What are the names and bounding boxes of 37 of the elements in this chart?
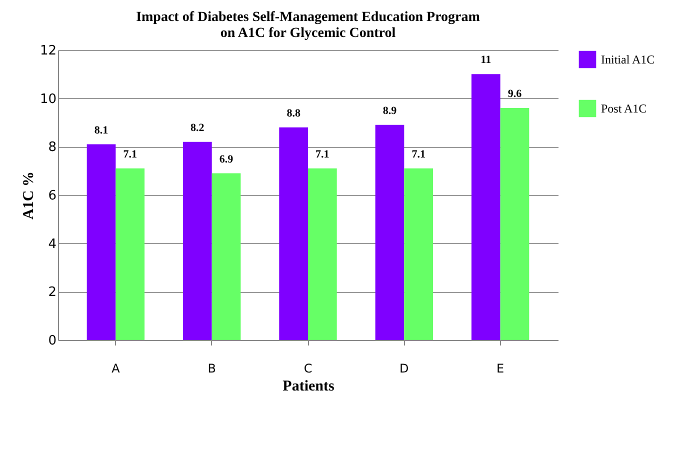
bar <box>279 127 308 340</box>
legend-label: Post A1C <box>601 102 647 116</box>
bar <box>404 168 433 340</box>
y-tick-label: 2 <box>48 285 56 300</box>
data-label: 7.1 <box>412 148 426 160</box>
data-label: 6.9 <box>219 153 234 166</box>
y-tick-label: 8 <box>48 140 56 156</box>
y-tick-label: 6 <box>48 188 56 204</box>
bar <box>86 144 116 340</box>
bar <box>375 124 404 340</box>
bar <box>471 74 500 340</box>
bar <box>212 173 241 340</box>
legend-label: Initial A1C <box>601 52 655 66</box>
data-label: 8.1 <box>94 124 108 136</box>
x-tick-label: C <box>304 362 312 376</box>
bar <box>116 168 145 340</box>
data-label: 8.8 <box>286 107 301 120</box>
x-tick-label: E <box>496 362 504 376</box>
chart-title: Impact of Diabetes Self-Management Education Program on A1C for Glycemic Control <box>136 10 480 41</box>
y-axis-title: A1C % <box>20 172 37 220</box>
data-label: 11 <box>480 54 492 66</box>
y-tick-label: 4 <box>48 236 56 252</box>
y-tick-label: 12 <box>40 44 56 58</box>
x-tick-label: D <box>400 362 409 376</box>
data-label: 8.9 <box>382 104 398 117</box>
bar <box>500 108 530 340</box>
data-label: 7.1 <box>123 148 137 160</box>
data-label: 8.2 <box>190 122 205 134</box>
bar <box>308 168 337 340</box>
data-label: 9.6 <box>508 88 522 100</box>
x-tick-label: B <box>208 362 216 376</box>
data-label: 7.1 <box>316 148 330 160</box>
bar <box>183 142 212 340</box>
y-tick-label: 0 <box>48 334 56 348</box>
x-tick-label: A <box>112 362 121 376</box>
x-axis-title: Patients <box>282 378 334 394</box>
y-tick-label: 10 <box>40 92 56 107</box>
